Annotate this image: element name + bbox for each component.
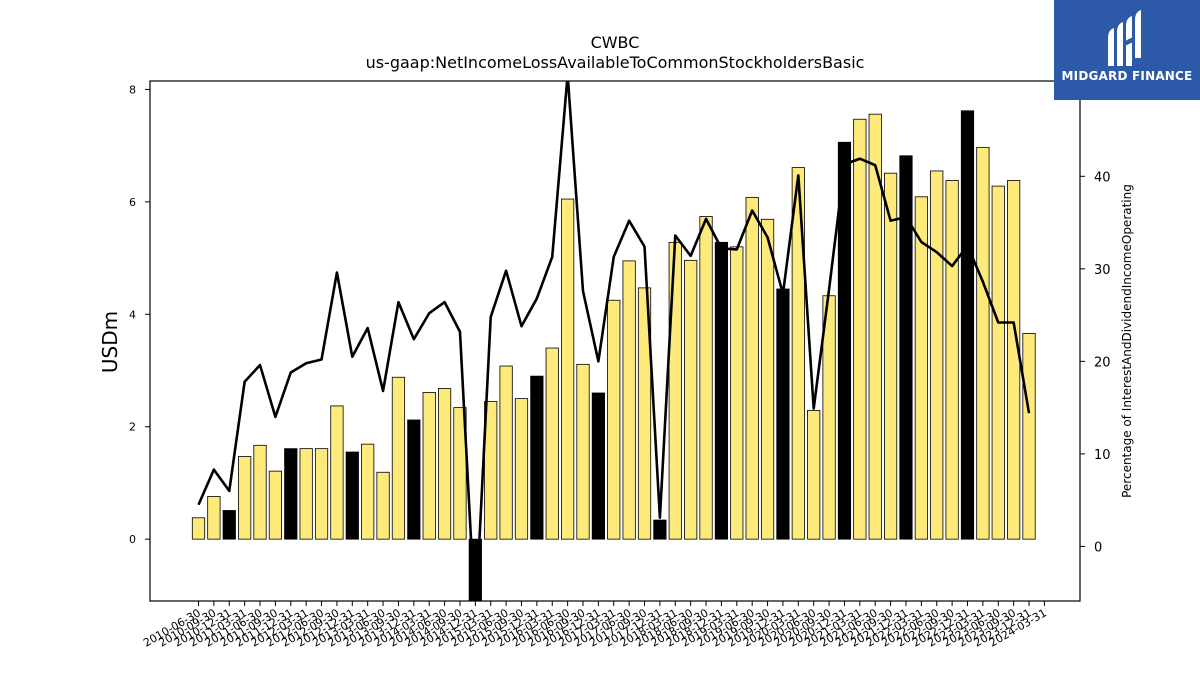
bar-2017-06-30 bbox=[622, 260, 636, 540]
bar-2017-09-30 bbox=[637, 287, 652, 540]
bar-2017-03-31 bbox=[607, 299, 621, 540]
bar-2021-03-31 bbox=[853, 118, 867, 540]
y2-tick-label-20: 20 bbox=[1094, 355, 1111, 370]
bar-2012-03-31 bbox=[299, 448, 313, 540]
chart-subtitle: us-gaap:NetIncomeLossAvailableToCommonSt… bbox=[366, 53, 865, 72]
bar-2014-09-30 bbox=[453, 407, 467, 540]
bar-2012-06-30 bbox=[314, 448, 329, 540]
bar-2011-12-31 bbox=[284, 448, 298, 540]
bar-2016-09-30 bbox=[576, 363, 590, 540]
bar-2019-09-30 bbox=[760, 218, 775, 540]
bar-2022-09-30 bbox=[945, 180, 959, 540]
midgard-logo-icon bbox=[1108, 10, 1141, 66]
bar-2015-06-30 bbox=[499, 365, 513, 540]
y-tick-label-6: 6 bbox=[129, 196, 136, 209]
bar-2020-06-30 bbox=[807, 410, 821, 540]
y-tick-label-8: 8 bbox=[129, 83, 136, 96]
bar-2017-12-31 bbox=[653, 519, 667, 540]
bar-2015-09-30 bbox=[514, 398, 529, 540]
bar-2020-12-31 bbox=[837, 141, 852, 540]
y-tick-label-2: 2 bbox=[129, 421, 136, 434]
bar-2021-06-30 bbox=[868, 113, 882, 540]
bar-2012-12-31 bbox=[345, 451, 359, 540]
bar-2014-03-31 bbox=[422, 392, 436, 540]
midgard-finance-logo: MIDGARD FINANCE bbox=[1054, 0, 1200, 100]
bar-2012-09-30 bbox=[330, 405, 344, 540]
y2-tick-label-40: 40 bbox=[1094, 170, 1111, 185]
y-axis-label: USDm bbox=[98, 311, 122, 373]
line-series-percentage bbox=[197, 81, 1031, 601]
y2-tick-label-10: 10 bbox=[1094, 448, 1111, 463]
bar-2013-06-30 bbox=[376, 471, 390, 540]
bar-2019-12-31 bbox=[776, 288, 790, 540]
bar-2015-12-31 bbox=[530, 375, 544, 540]
bar-2011-06-30 bbox=[253, 444, 267, 540]
bar-2015-03-31 bbox=[484, 401, 498, 540]
bar-2010-06-30 bbox=[191, 517, 206, 540]
bar-2021-09-30 bbox=[884, 172, 898, 540]
bar-2023-03-31 bbox=[976, 146, 990, 540]
bar-2022-06-30 bbox=[930, 170, 944, 540]
bar-2016-12-31 bbox=[591, 392, 605, 540]
bar-2018-12-31 bbox=[714, 241, 729, 540]
bar-2011-03-31 bbox=[238, 456, 252, 540]
bar-2018-03-31 bbox=[668, 241, 682, 540]
bar-2021-12-31 bbox=[899, 155, 913, 540]
bar-2020-03-31 bbox=[791, 167, 805, 540]
y2-tick-label-0: 0 bbox=[1094, 540, 1102, 555]
bar-2016-06-30 bbox=[561, 198, 575, 540]
bar-2018-06-30 bbox=[684, 259, 698, 540]
y2-axis-label: Percentage of InterestAndDividendIncomeO… bbox=[1120, 184, 1134, 498]
bar-2010-12-31 bbox=[222, 510, 236, 540]
y2-tick-label-30: 30 bbox=[1094, 263, 1111, 278]
bar-2019-03-31 bbox=[730, 246, 744, 540]
bar-2013-03-31 bbox=[361, 443, 375, 540]
bar-2023-09-30 bbox=[1007, 180, 1021, 540]
plot-frame bbox=[149, 80, 1081, 602]
bar-2018-09-30 bbox=[699, 216, 713, 540]
bar-2014-06-30 bbox=[437, 388, 452, 540]
bar-2022-03-31 bbox=[914, 196, 928, 540]
bar-2010-09-30 bbox=[207, 496, 221, 540]
bar-2019-06-30 bbox=[745, 196, 759, 540]
bar-2013-12-31 bbox=[407, 419, 421, 540]
bar-2023-06-30 bbox=[991, 185, 1005, 540]
logo-text: MIDGARD FINANCE bbox=[1061, 69, 1193, 83]
bar-2016-03-31 bbox=[545, 347, 559, 540]
bar-2023-12-31 bbox=[1022, 333, 1036, 540]
bar-2013-09-30 bbox=[391, 376, 406, 540]
bar-2011-09-30 bbox=[268, 470, 283, 540]
chart-title: CWBC bbox=[591, 33, 640, 52]
y-tick-label-4: 4 bbox=[129, 308, 136, 321]
bar-2022-12-31 bbox=[960, 110, 975, 540]
y-tick-label-0: 0 bbox=[129, 533, 136, 546]
